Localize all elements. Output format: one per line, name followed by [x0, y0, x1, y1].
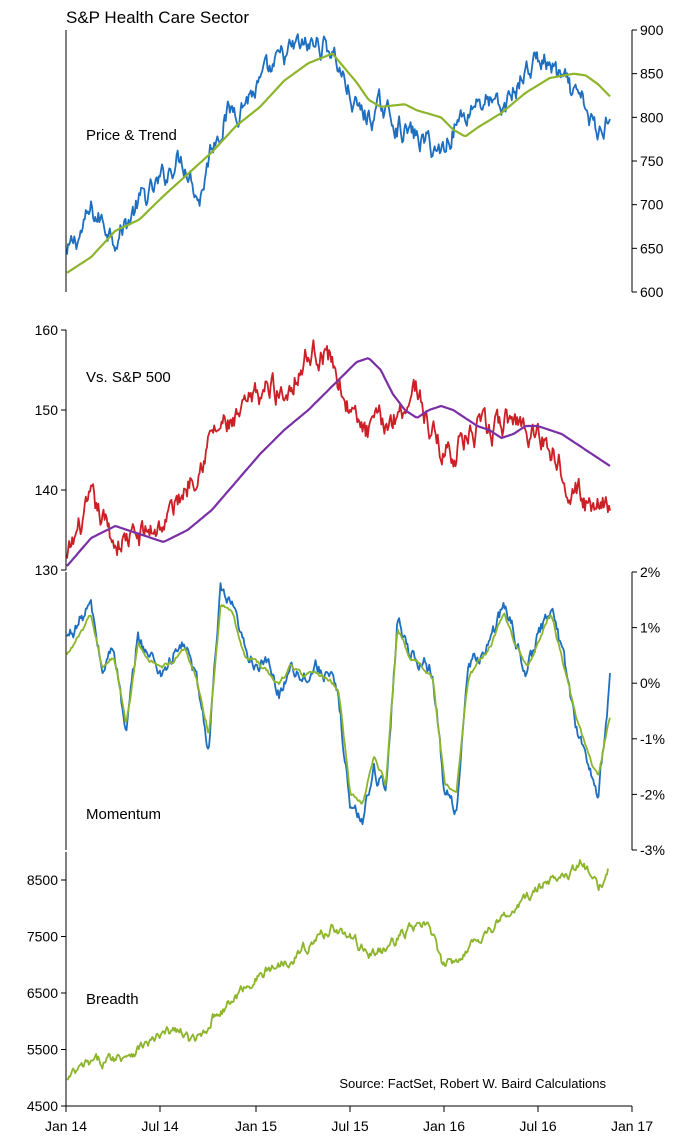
momentum-y-tick-label: 1% — [640, 620, 660, 636]
x-tick-label: Jan 14 — [45, 1118, 87, 1134]
relative-y-tick-label: 150 — [35, 402, 59, 418]
price-y-tick-label: 650 — [640, 240, 664, 256]
breadth-series — [66, 859, 609, 1081]
x-tick-label: Jul 14 — [141, 1118, 179, 1134]
source-note: Source: FactSet, Robert W. Baird Calcula… — [339, 1076, 606, 1091]
momentum-y-tick-label: -3% — [640, 842, 665, 858]
x-axis-ticks: Jan 14 Jul 14 Jan 15 Jul 15 Jan 16 Jul 16 Jan … — [45, 1106, 653, 1134]
momentum-series-green-line — [66, 604, 611, 805]
price-y-tick-label: 750 — [640, 153, 664, 169]
breadth-y-tick-label: 7500 — [27, 929, 58, 945]
x-tick-label: Jul 15 — [331, 1118, 369, 1134]
x-tick-label: Jan 16 — [423, 1118, 465, 1134]
price-y-tick-label: 850 — [640, 66, 664, 82]
price-panel: 900 850 800 750 700 650 600 Price & Trend — [65, 22, 664, 300]
momentum-series-blue-line — [66, 582, 611, 826]
breadth-panel-label: Breadth — [86, 991, 139, 1008]
breadth-y-tick-label: 4500 — [27, 1098, 58, 1114]
relative-series-purple-line — [66, 357, 611, 567]
momentum-y-tick-label: -2% — [640, 786, 665, 802]
momentum-y-tick-label: -1% — [640, 731, 665, 747]
price-series-green-line — [66, 52, 611, 274]
price-y-tick-label: 800 — [640, 109, 664, 125]
x-tick-label: Jan 15 — [235, 1118, 277, 1134]
relative-panel: 160 150 140 130 Vs. S&P 500 — [35, 322, 611, 578]
momentum-panel-label: Momentum — [86, 806, 161, 823]
momentum-y-tick-label: 0% — [640, 675, 660, 691]
price-series-blue-line — [66, 33, 611, 255]
price-axis-ticks: 900 850 800 750 700 650 600 — [632, 22, 664, 300]
momentum-panel: 2% 1% 0% -1% -2% -3% Momentum — [65, 564, 665, 858]
breadth-y-tick-label: 8500 — [27, 872, 58, 888]
price-y-tick-label: 600 — [640, 284, 664, 300]
relative-axis-ticks: 160 150 140 130 — [35, 322, 66, 578]
relative-panel-label: Vs. S&P 500 — [86, 369, 171, 386]
breadth-panel: 8500 7500 6500 5500 4500 Breadth — [27, 852, 609, 1114]
momentum-series — [66, 582, 611, 826]
relative-series-red-line — [66, 339, 611, 559]
price-panel-label: Price & Trend — [86, 127, 177, 144]
x-tick-label: Jan 17 — [611, 1118, 653, 1134]
price-series — [66, 33, 611, 274]
price-y-tick-label: 900 — [640, 22, 664, 38]
momentum-y-tick-label: 2% — [640, 564, 660, 580]
relative-y-tick-label: 140 — [35, 482, 59, 498]
breadth-axis-ticks: 8500 7500 6500 5500 4500 — [27, 872, 66, 1114]
relative-y-tick-label: 130 — [35, 562, 59, 578]
momentum-axis-ticks: 2% 1% 0% -1% -2% -3% — [632, 564, 665, 858]
x-tick-label: Jul 16 — [519, 1118, 557, 1134]
chart-title: S&P Health Care Sector — [66, 8, 249, 27]
relative-y-tick-label: 160 — [35, 322, 59, 338]
breadth-y-tick-label: 6500 — [27, 985, 58, 1001]
breadth-series-green-line — [66, 859, 609, 1081]
price-y-tick-label: 700 — [640, 197, 664, 213]
breadth-y-tick-label: 5500 — [27, 1042, 58, 1058]
relative-series — [66, 339, 611, 567]
